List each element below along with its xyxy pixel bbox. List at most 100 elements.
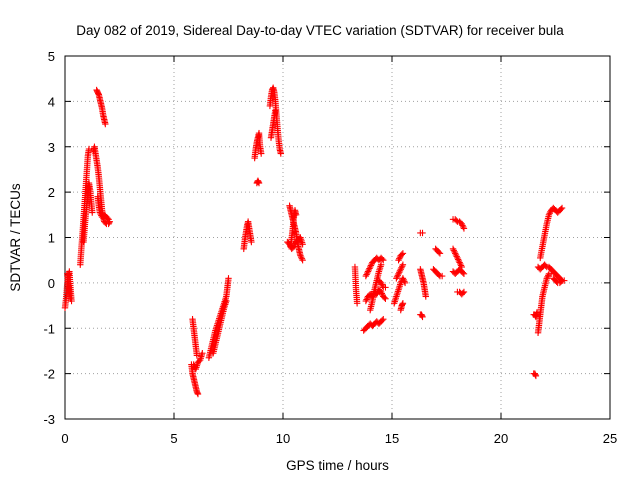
data-point: [292, 211, 300, 219]
data-point: [379, 282, 386, 290]
y-tick-label: 2: [48, 185, 55, 200]
data-point: [452, 251, 460, 259]
data-point: [104, 215, 111, 222]
data-point: [258, 150, 265, 157]
data-point: [396, 255, 403, 262]
data-point: [401, 279, 409, 287]
y-tick-label: -1: [43, 321, 55, 336]
data-point: [225, 275, 232, 282]
data-point: [435, 249, 443, 256]
data-point: [544, 273, 551, 281]
data-point: [380, 315, 387, 323]
x-axis-label: GPS time / hours: [286, 458, 389, 473]
data-point: [272, 107, 279, 114]
data-point: [223, 297, 230, 305]
data-point: [393, 273, 401, 281]
data-point: [532, 372, 540, 380]
data-point: [557, 205, 565, 213]
data-point: [398, 263, 406, 270]
data-point: [557, 278, 565, 285]
data-point: [382, 295, 389, 302]
data-point: [367, 263, 374, 271]
data-point: [399, 300, 407, 307]
data-point: [394, 272, 402, 279]
data-point: [377, 288, 385, 296]
data-point: [460, 223, 467, 231]
data-point: [451, 248, 458, 256]
data-point: [419, 313, 426, 321]
data-point: [190, 361, 197, 368]
data-point: [436, 250, 444, 257]
y-tick-label: 4: [48, 94, 55, 109]
y-tick-label: 0: [48, 276, 55, 291]
data-point: [460, 225, 468, 232]
data-point: [363, 296, 370, 303]
data-point: [452, 250, 459, 257]
x-tick-labels: 0 5 10 15 20 25: [61, 431, 617, 446]
data-point: [455, 257, 463, 265]
y-axis-label: SDTVAR / TECUs: [8, 183, 23, 292]
data-point: [297, 253, 305, 261]
data-point: [365, 266, 372, 274]
data-point: [396, 269, 403, 276]
data-point: [457, 260, 464, 268]
data-point: [545, 211, 553, 219]
data-point: [399, 261, 407, 268]
x-tick-label: 15: [385, 431, 399, 446]
data-point: [367, 262, 375, 269]
chart-title: Day 082 of 2019, Sidereal Day-to-day VTE…: [76, 23, 564, 38]
data-point: [453, 217, 460, 224]
data-point: [362, 297, 370, 305]
data-point: [85, 145, 93, 153]
data-point: [558, 204, 566, 212]
data-point: [377, 279, 385, 287]
data-point: [458, 220, 465, 228]
data-point: [353, 300, 361, 307]
data-point: [395, 270, 402, 277]
y-tick-labels: -3 -2 -1 0 1 2 3 4 5: [43, 49, 55, 427]
data-point: [248, 238, 255, 246]
data-point: [96, 209, 104, 216]
data-point: [543, 275, 550, 282]
x-tick-label: 5: [170, 431, 177, 446]
data-point: [561, 277, 568, 284]
data-point: [194, 390, 202, 398]
data-markers: [61, 84, 568, 398]
data-point: [364, 269, 371, 277]
data-point: [364, 268, 372, 275]
data-point: [401, 278, 408, 285]
data-point: [291, 241, 298, 249]
data-point: [363, 271, 370, 278]
x-tick-label: 25: [603, 431, 617, 446]
y-tick-label: -3: [43, 412, 55, 427]
data-point: [396, 267, 404, 274]
data-point: [460, 270, 468, 277]
data-point: [255, 179, 263, 187]
data-point: [459, 289, 467, 297]
data-point: [454, 254, 461, 262]
data-point: [378, 281, 386, 288]
data-point: [398, 264, 405, 271]
grid-lines: [65, 56, 610, 419]
data-point: [380, 256, 387, 264]
data-point: [277, 150, 285, 157]
data-point: [456, 259, 463, 266]
data-point: [286, 241, 293, 248]
y-tick-label: -2: [43, 367, 55, 382]
data-point: [450, 247, 457, 254]
data-point: [298, 255, 306, 262]
data-point: [378, 290, 386, 297]
data-point: [395, 256, 402, 264]
data-point: [378, 255, 386, 263]
data-point: [453, 253, 460, 260]
data-point: [397, 266, 404, 273]
data-point: [459, 222, 466, 229]
data-point: [290, 243, 298, 250]
data-point: [377, 261, 385, 268]
data-point: [399, 275, 407, 282]
data-point: [378, 317, 386, 324]
data-point: [454, 256, 462, 263]
data-point: [449, 245, 457, 253]
data-point: [459, 269, 467, 276]
data-point: [419, 229, 426, 237]
